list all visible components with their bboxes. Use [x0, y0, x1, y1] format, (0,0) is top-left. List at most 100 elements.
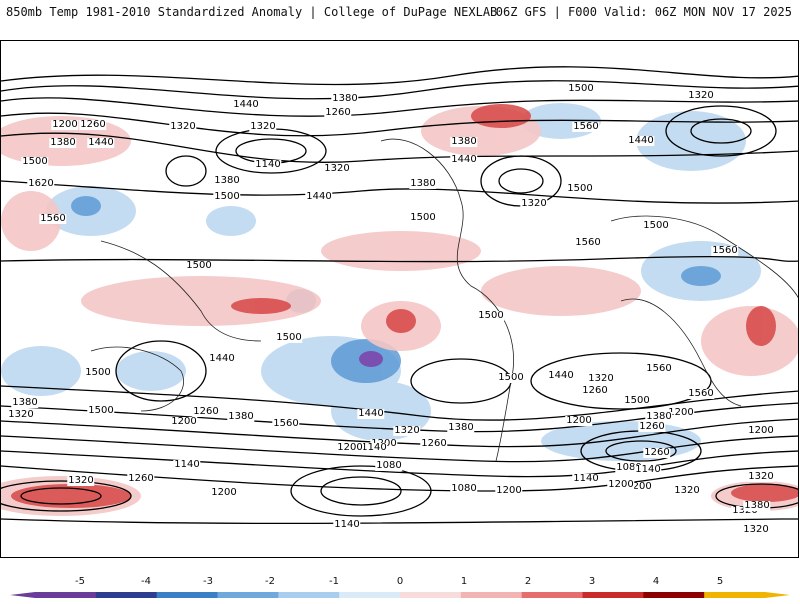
contour-label: 1500: [623, 395, 651, 406]
contour-label: 1320: [673, 485, 701, 496]
colorbar-swatch: [521, 592, 583, 598]
contour-label: 1200: [607, 479, 635, 490]
colorbar-swatch: [704, 592, 766, 598]
contour-label: 1380: [11, 397, 39, 408]
contour-label: 1380: [331, 93, 359, 104]
contour-label: 1260: [79, 119, 107, 130]
contour-label: 1320: [687, 90, 715, 101]
height-contours: [1, 66, 798, 525]
contour-label: 1440: [357, 408, 385, 419]
warm-anomaly-patches: [1, 106, 798, 516]
contour-label: 1320: [67, 475, 95, 486]
contour-label: 1500: [567, 83, 595, 94]
contour-label: 1320: [249, 121, 277, 132]
contour-label: 1320: [7, 409, 35, 420]
colorbar-max-arrow: [765, 592, 790, 598]
contour-label: 1560: [711, 245, 739, 256]
contour-label: 1140: [333, 519, 361, 530]
contour-label: 1380: [450, 136, 478, 147]
colorbar-tick-label: -5: [75, 576, 85, 587]
colorbar-tick-label: 1: [460, 576, 468, 587]
contour-label: 1140: [254, 159, 282, 170]
contour-label: 1320: [169, 121, 197, 132]
contour-label: 1380: [49, 137, 77, 148]
contour-label: 1440: [305, 191, 333, 202]
contour-label: 1500: [497, 372, 525, 383]
colorbar-swatch: [582, 592, 644, 598]
contour-label: 1260: [638, 421, 666, 432]
colorbar-swatch: [278, 592, 340, 598]
contour-label: 1320: [742, 524, 770, 535]
contour-label: 1200: [51, 119, 79, 130]
contour-label: 1500: [477, 310, 505, 321]
anomaly-colorbar: [0, 560, 800, 600]
colorbar-swatch: [643, 592, 705, 598]
contour-label: 1440: [208, 353, 236, 364]
colorbar-tick-label: 0: [396, 576, 404, 587]
anomaly-field: [1, 66, 798, 525]
colorbar-swatch: [460, 592, 523, 598]
contour-label: 1560: [39, 213, 67, 224]
colorbar-tick-label: 3: [588, 576, 596, 587]
contour-label: 1440: [87, 137, 115, 148]
contour-label: 1320: [393, 425, 421, 436]
contour-label: 1260: [643, 447, 671, 458]
contour-label: 1260: [420, 438, 448, 449]
map-title: 850mb Temp 1981-2010 Standardized Anomal…: [6, 5, 498, 19]
contour-label: 1560: [574, 237, 602, 248]
colorbar-strip: [10, 592, 790, 598]
contour-label: 1140: [360, 442, 388, 453]
colorbar-tick-label: 5: [716, 576, 724, 587]
contour-label: 1080: [450, 483, 478, 494]
colorbar-tick-label: -3: [203, 576, 213, 587]
contour-label: 1320: [520, 198, 548, 209]
contour-label: 1440: [450, 154, 478, 165]
contour-label: 1500: [409, 212, 437, 223]
colorbar-swatch: [217, 592, 279, 598]
colorbar-swatch: [35, 592, 97, 598]
colorbar-swatch: [95, 592, 158, 598]
contour-label: 1200: [170, 416, 198, 427]
contour-label: 1320: [747, 471, 775, 482]
contour-label: 1260: [581, 385, 609, 396]
contour-label: 1200: [495, 485, 523, 496]
contour-label: 1080: [375, 460, 403, 471]
contour-label: 1380: [645, 411, 673, 422]
contour-label: 1500: [84, 367, 112, 378]
colorbar-min-arrow: [10, 592, 35, 598]
contour-label: 1140: [572, 473, 600, 484]
contour-label: 1380: [743, 500, 771, 511]
contour-label: 1380: [213, 175, 241, 186]
contour-label: 1080: [615, 462, 643, 473]
colorbar-swatch: [156, 592, 218, 598]
contour-label: 1200: [625, 481, 653, 492]
contour-label: 1200: [336, 442, 364, 453]
contour-label: 1200: [210, 487, 238, 498]
contour-label: 1380: [409, 178, 437, 189]
contour-label: 1440: [547, 370, 575, 381]
colorbar-tick-label: -2: [265, 576, 275, 587]
contour-label: 1440: [627, 135, 655, 146]
contour-label: 1500: [213, 191, 241, 202]
contour-label: 1140: [173, 459, 201, 470]
contour-label: 1320: [587, 373, 615, 384]
contour-label: 1500: [275, 332, 303, 343]
contour-label: 1560: [687, 388, 715, 399]
contour-label: 1500: [566, 183, 594, 194]
contour-label: 1200: [565, 415, 593, 426]
contour-label: 1500: [21, 156, 49, 167]
contour-label: 1200: [667, 407, 695, 418]
contour-label: 1200: [747, 425, 775, 436]
contour-label: 1620: [27, 178, 55, 189]
contour-label: 1500: [642, 220, 670, 231]
contour-label: 1440: [232, 99, 260, 110]
colorbar-swatch: [339, 592, 401, 598]
contour-label: 1260: [324, 107, 352, 118]
contour-label: 1140: [634, 464, 662, 475]
extreme-cold-patch: [359, 351, 383, 367]
coastlines: [90, 138, 798, 462]
anomaly-map[interactable]: 1440 1380 1320 1260 1200 1380 1440 1500 1620 1560…: [0, 40, 799, 558]
colorbar-tick-label: -4: [141, 576, 151, 587]
contour-label: 1560: [272, 418, 300, 429]
contour-label: 1500: [185, 260, 213, 271]
